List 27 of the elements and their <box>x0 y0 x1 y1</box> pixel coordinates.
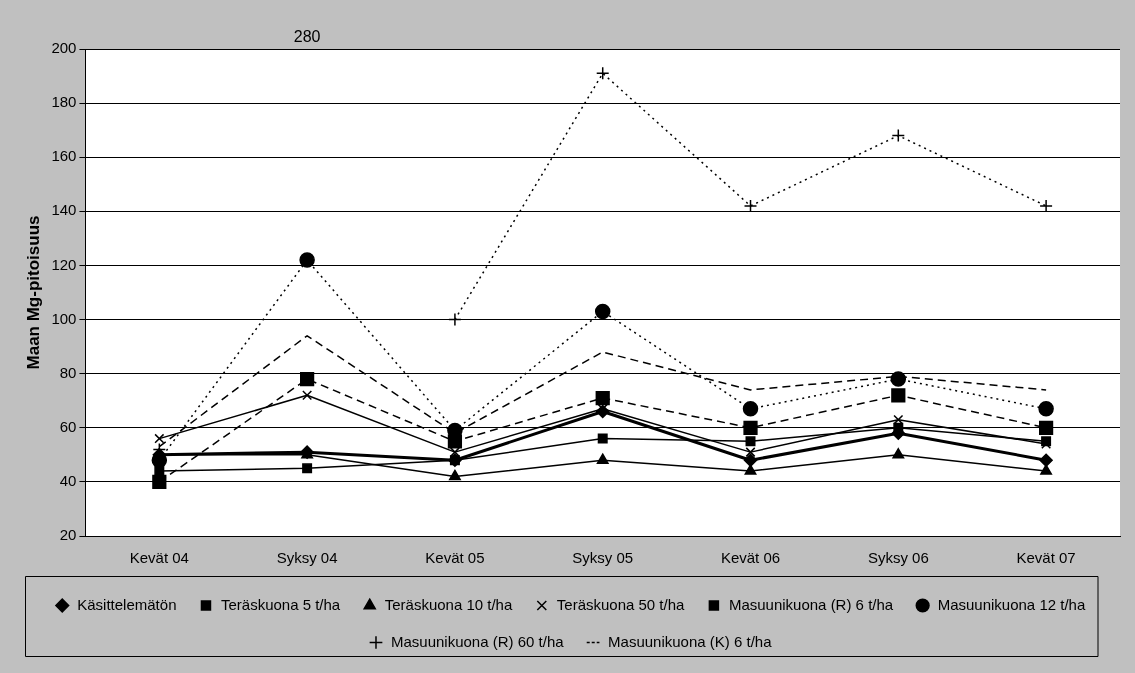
y-tick-label: 100 <box>51 309 77 327</box>
x-tick-label: Syksy 05 <box>572 549 634 567</box>
x-tick-label: Kevät 05 <box>425 549 485 567</box>
x-tick-label: Kevät 06 <box>720 549 781 567</box>
y-axis-title: Maan Mg-pitoisuus <box>23 215 43 370</box>
y-tick-label: 140 <box>51 201 77 219</box>
x-tick-label: Syksy 04 <box>276 549 338 567</box>
legend-label: Teräskuona 50 t/ha <box>556 595 686 613</box>
legend-label: Masuunikuona (K) 6 t/ha <box>608 632 773 650</box>
x-tick-label: Kevät 04 <box>129 549 189 567</box>
y-tick-label: 200 <box>51 39 77 57</box>
y-tick-label: 80 <box>59 363 77 381</box>
y-tick-label: 60 <box>59 417 77 435</box>
text: 280 <box>293 28 321 46</box>
x-tick-label: Kevät 07 <box>1016 549 1076 567</box>
legend-label: Masuunikuona 12 t/ha <box>937 595 1086 613</box>
legend-label: Masuunikuona (R) 60 t/ha <box>390 632 565 650</box>
y-tick-label: 120 <box>51 255 77 273</box>
x-tick-label: Syksy 06 <box>867 549 929 567</box>
y-tick-label: 160 <box>51 147 77 165</box>
legend-label: Teräskuona 5 t/ha <box>220 595 341 613</box>
legend-label: Masuunikuona (R) 6 t/ha <box>728 595 894 613</box>
y-tick-label: 20 <box>59 526 77 544</box>
legend-label: Teräskuona 10 t/ha <box>384 595 513 613</box>
y-tick-label: 40 <box>59 472 77 490</box>
y-tick-label: 180 <box>51 93 77 111</box>
legend-label: Käsittelemätön <box>77 595 177 613</box>
